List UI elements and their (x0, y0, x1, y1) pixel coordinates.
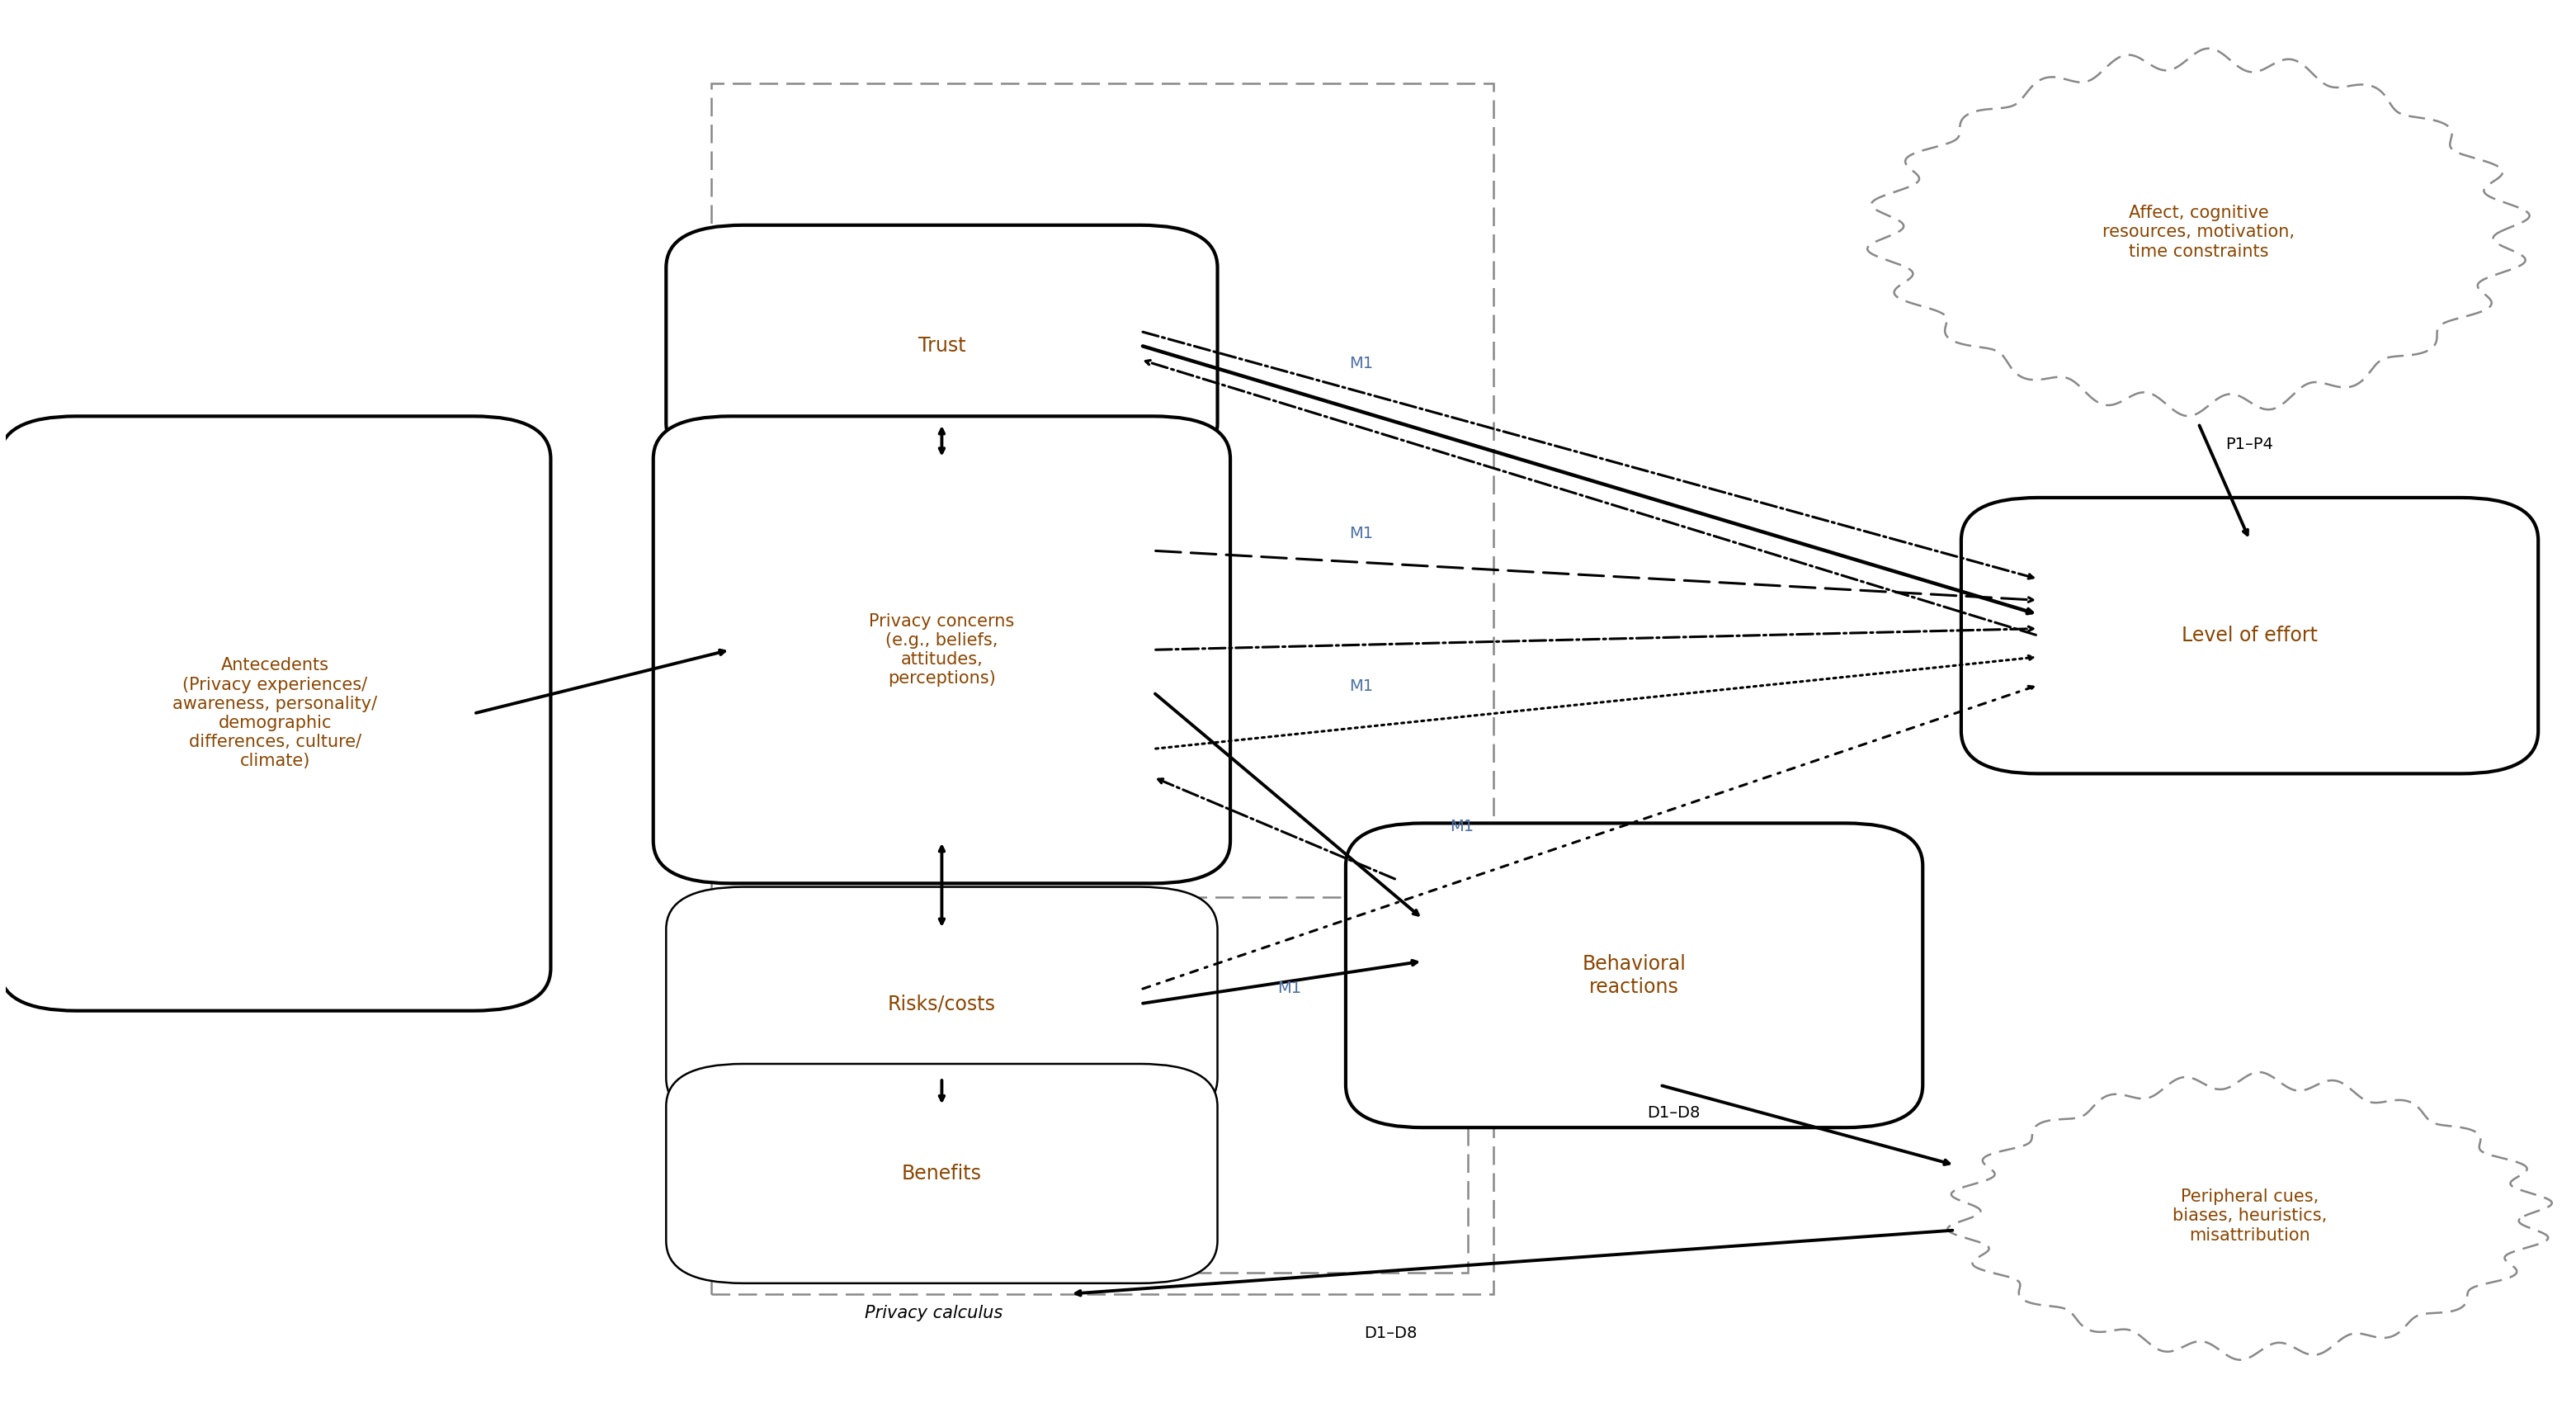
Text: Privacy concerns
(e.g., beliefs,
attitudes,
perceptions): Privacy concerns (e.g., beliefs, attitud… (868, 612, 1015, 686)
FancyBboxPatch shape (0, 417, 551, 1010)
FancyBboxPatch shape (654, 417, 1231, 883)
Text: M1: M1 (1350, 527, 1373, 542)
Text: Behavioral
reactions: Behavioral reactions (1582, 955, 1687, 996)
Text: Level of effort: Level of effort (2182, 626, 2318, 645)
Text: Risks/costs: Risks/costs (889, 993, 997, 1013)
FancyBboxPatch shape (667, 225, 1218, 465)
FancyBboxPatch shape (667, 1065, 1218, 1283)
FancyBboxPatch shape (1345, 823, 1922, 1127)
Text: M1: M1 (1278, 980, 1301, 996)
FancyBboxPatch shape (1960, 498, 2537, 773)
Text: Affect, cognitive
resources, motivation,
time constraints: Affect, cognitive resources, motivation,… (2102, 205, 2295, 260)
Text: Privacy calculus: Privacy calculus (866, 1306, 1002, 1321)
Text: P1–P4: P1–P4 (2226, 437, 2275, 452)
FancyBboxPatch shape (667, 888, 1218, 1120)
Bar (711, 84, 1494, 1294)
Bar (737, 898, 1468, 1273)
Text: D1–D8: D1–D8 (1365, 1326, 1417, 1341)
Text: D1–D8: D1–D8 (1646, 1104, 1700, 1120)
Text: Peripheral cues,
biases, heuristics,
misattribution: Peripheral cues, biases, heuristics, mis… (2172, 1189, 2326, 1243)
Text: M1: M1 (1350, 355, 1373, 371)
Text: Benefits: Benefits (902, 1163, 981, 1183)
Text: M1: M1 (1450, 819, 1473, 835)
Text: Trust: Trust (917, 335, 966, 355)
Text: Antecedents
(Privacy experiences/
awareness, personality/
demographic
difference: Antecedents (Privacy experiences/ awaren… (173, 658, 376, 769)
Text: M1: M1 (1350, 679, 1373, 695)
